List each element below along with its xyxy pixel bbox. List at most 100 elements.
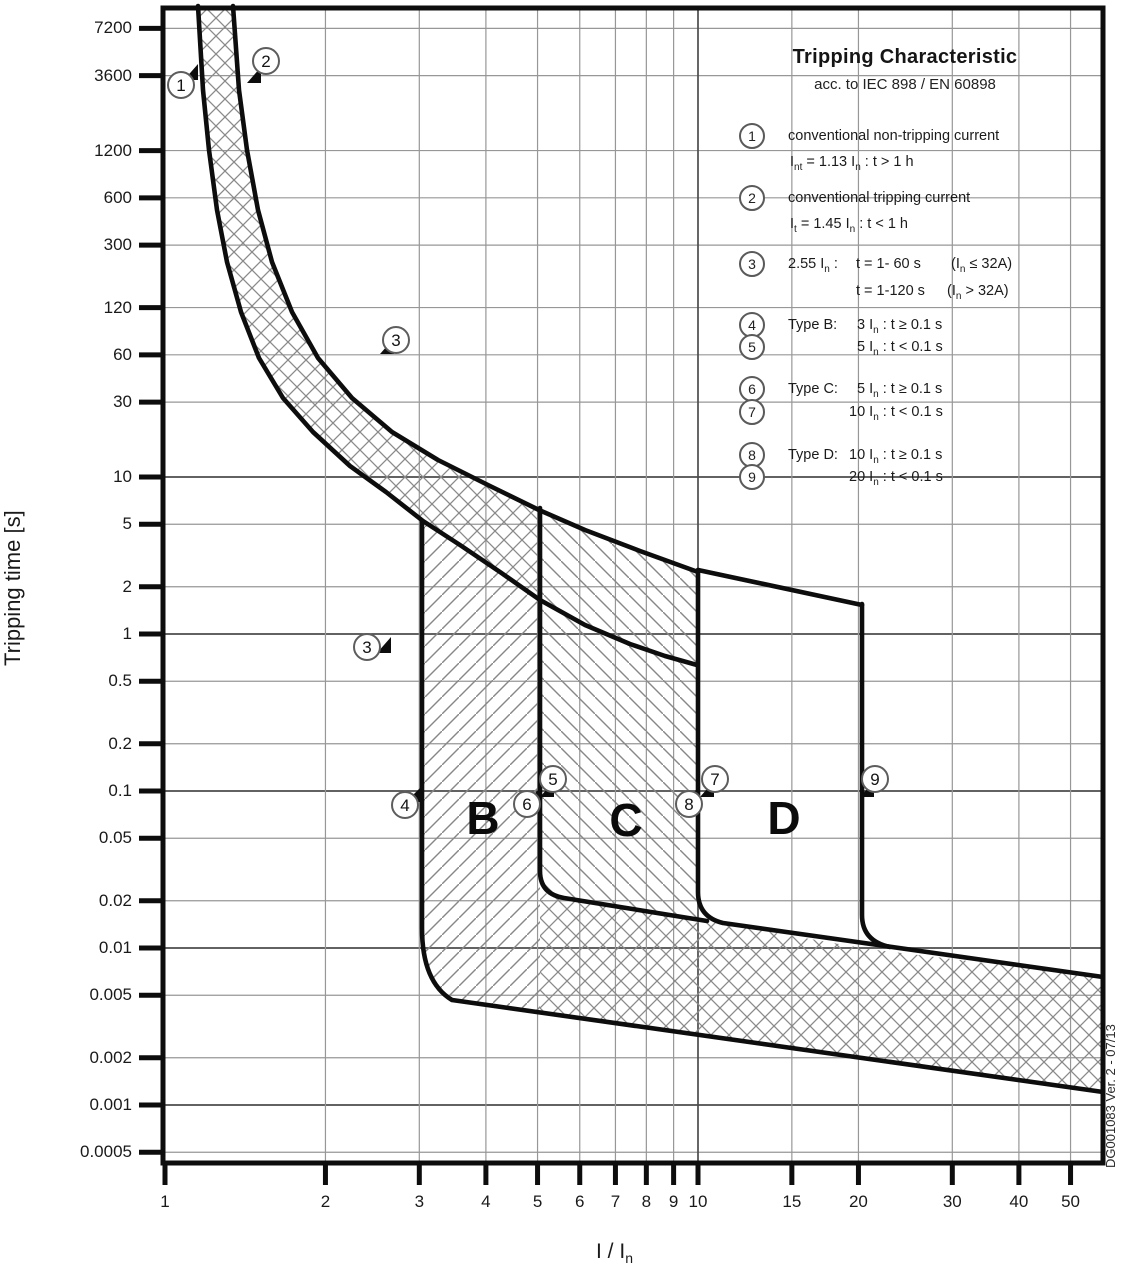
x-tick-label-10: 10 xyxy=(688,1192,708,1211)
legend-line-11: 5 In : t < 0.1 s xyxy=(857,339,943,358)
y-tick-label-1200: 1200 xyxy=(94,140,132,160)
legend-subscript: n xyxy=(959,263,966,275)
legend-line-4: 2.55 In : xyxy=(788,256,838,275)
y-tick-label-120: 120 xyxy=(103,297,132,317)
marker-4-circle xyxy=(391,791,419,819)
y-tick-label-600: 600 xyxy=(103,187,132,207)
marker-9-number: 9 xyxy=(870,770,879,789)
legend-badge-7: 7 xyxy=(739,399,765,425)
y-axis-title: Tripping time [s] xyxy=(0,510,25,666)
y-tick-label-0.05: 0.05 xyxy=(98,828,132,848)
y-tick-label-1: 1 xyxy=(122,624,132,643)
legend-subscript: n xyxy=(873,454,879,466)
legend-subscript: n xyxy=(873,476,879,488)
x-tick-label-20: 20 xyxy=(848,1192,868,1211)
legend-subscript: n xyxy=(849,223,856,235)
x-axis-title: I / In xyxy=(596,1240,676,1266)
marker-2-circle xyxy=(252,47,280,75)
y-tick-label-0.5: 0.5 xyxy=(108,671,132,691)
legend-subscript: n xyxy=(873,411,879,423)
legend-subscript: n xyxy=(824,263,830,275)
chart-subtitle: acc. to IEC 898 / EN 60898 xyxy=(814,76,996,93)
legend-line-17: 20 In : t < 0.1 s xyxy=(849,469,943,488)
x-axis-title-text: I / I xyxy=(596,1240,626,1263)
x-tick-label-15: 15 xyxy=(782,1192,802,1211)
marker-4-number: 4 xyxy=(400,796,409,815)
marker-1-circle xyxy=(167,71,195,99)
chart-marker-9: 9 xyxy=(860,765,889,797)
x-tick-label-30: 30 xyxy=(942,1192,962,1211)
chart-marker-6: 6 xyxy=(513,788,541,818)
y-tick-label-0.02: 0.02 xyxy=(98,890,132,910)
legend-line-2: conventional tripping current xyxy=(788,190,971,206)
chart-marker-1: 1 xyxy=(167,64,198,99)
y-tick-label-0.002: 0.002 xyxy=(89,1047,132,1067)
y-tick-label-2: 2 xyxy=(122,576,132,596)
marker-9-circle xyxy=(861,765,889,793)
legend-line-3: It = 1.45 In : t < 1 h xyxy=(790,216,908,235)
y-tick-label-0.001: 0.001 xyxy=(89,1095,132,1114)
chart-marker-8: 8 xyxy=(675,788,703,818)
region-label-c: C xyxy=(609,794,643,846)
y-tick-label-0.1: 0.1 xyxy=(108,781,132,800)
legend-line-0: conventional non-tripping current xyxy=(788,128,1000,144)
x-tick-label-1: 1 xyxy=(160,1192,170,1211)
x-tick-label-3: 3 xyxy=(414,1192,425,1211)
legend-subscript: nt xyxy=(794,161,803,173)
type-bc-5in-line xyxy=(537,505,710,924)
y-tick-label-30: 30 xyxy=(113,392,132,412)
x-tick-label-6: 6 xyxy=(575,1192,585,1211)
legend-line-15: Type D: xyxy=(788,447,838,463)
legend-subscript: n xyxy=(873,324,879,336)
upper-thermal-curve xyxy=(230,3,701,575)
legend-line-1: Int = 1.13 In : t > 1 h xyxy=(790,154,914,173)
legend-badge-1: 1 xyxy=(739,123,765,149)
legend-line-7: t = 1-120 s xyxy=(856,283,925,299)
marker-3-circle xyxy=(382,326,410,354)
chart-marker-5: 5 xyxy=(539,765,567,797)
legend-line-9: Type B: xyxy=(788,317,838,333)
type-b-3in-line xyxy=(419,518,1106,1095)
region-label-b: B xyxy=(466,792,500,844)
chart-marker-3: 3 xyxy=(353,633,391,661)
marker-8-circle xyxy=(675,790,703,818)
legend-badge-9: 9 xyxy=(739,464,765,490)
y-tick-label-0.005: 0.005 xyxy=(89,985,132,1005)
magnetic-trip-band-region xyxy=(540,886,1103,1092)
marker-1-number: 1 xyxy=(176,76,185,95)
legend-line-16: 10 In : t ≥ 0.1 s xyxy=(849,447,943,466)
x-tick-label-50: 50 xyxy=(1061,1192,1080,1211)
type-c-region xyxy=(539,510,698,920)
chart-marker-7: 7 xyxy=(700,765,729,797)
legend-subscript: t xyxy=(794,223,797,235)
y-tick-label-60: 60 xyxy=(113,344,132,364)
region-label-d: D xyxy=(767,792,801,844)
marker-5-circle xyxy=(539,765,567,793)
y-tick-label-0.01: 0.01 xyxy=(98,938,132,957)
y-tick-label-0.0005: 0.0005 xyxy=(80,1142,132,1162)
y-tick-label-300: 300 xyxy=(103,235,132,255)
type-b-region xyxy=(422,521,540,1012)
y-tick-label-10: 10 xyxy=(113,467,132,486)
legend-subscript: n xyxy=(873,388,879,400)
marker-6-circle xyxy=(513,790,541,818)
x-axis-title-sub: n xyxy=(625,1250,633,1267)
x-tick-label-7: 7 xyxy=(610,1192,621,1211)
x-tick-label-8: 8 xyxy=(641,1192,652,1211)
marker-3-number: 3 xyxy=(362,638,371,657)
legend-line-13: 5 In : t ≥ 0.1 s xyxy=(857,381,943,400)
marker-3-number: 3 xyxy=(391,331,400,350)
document-number: DG001083 Ver. 2 - 07/13 xyxy=(1103,1024,1118,1168)
legend-badge-3: 3 xyxy=(739,251,765,277)
legend-line-14: 10 In : t < 0.1 s xyxy=(849,404,943,423)
y-tick-label-0.2: 0.2 xyxy=(108,733,132,753)
y-tick-label-3600: 3600 xyxy=(94,65,132,85)
legend-line-6: (In ≤ 32A) xyxy=(951,256,1013,275)
chart-marker-3: 3 xyxy=(380,326,410,354)
marker-5-number: 5 xyxy=(548,770,557,789)
marker-8-number: 8 xyxy=(684,795,693,814)
legend-subscript: n xyxy=(955,290,962,302)
axis-ticks xyxy=(139,25,1074,1185)
